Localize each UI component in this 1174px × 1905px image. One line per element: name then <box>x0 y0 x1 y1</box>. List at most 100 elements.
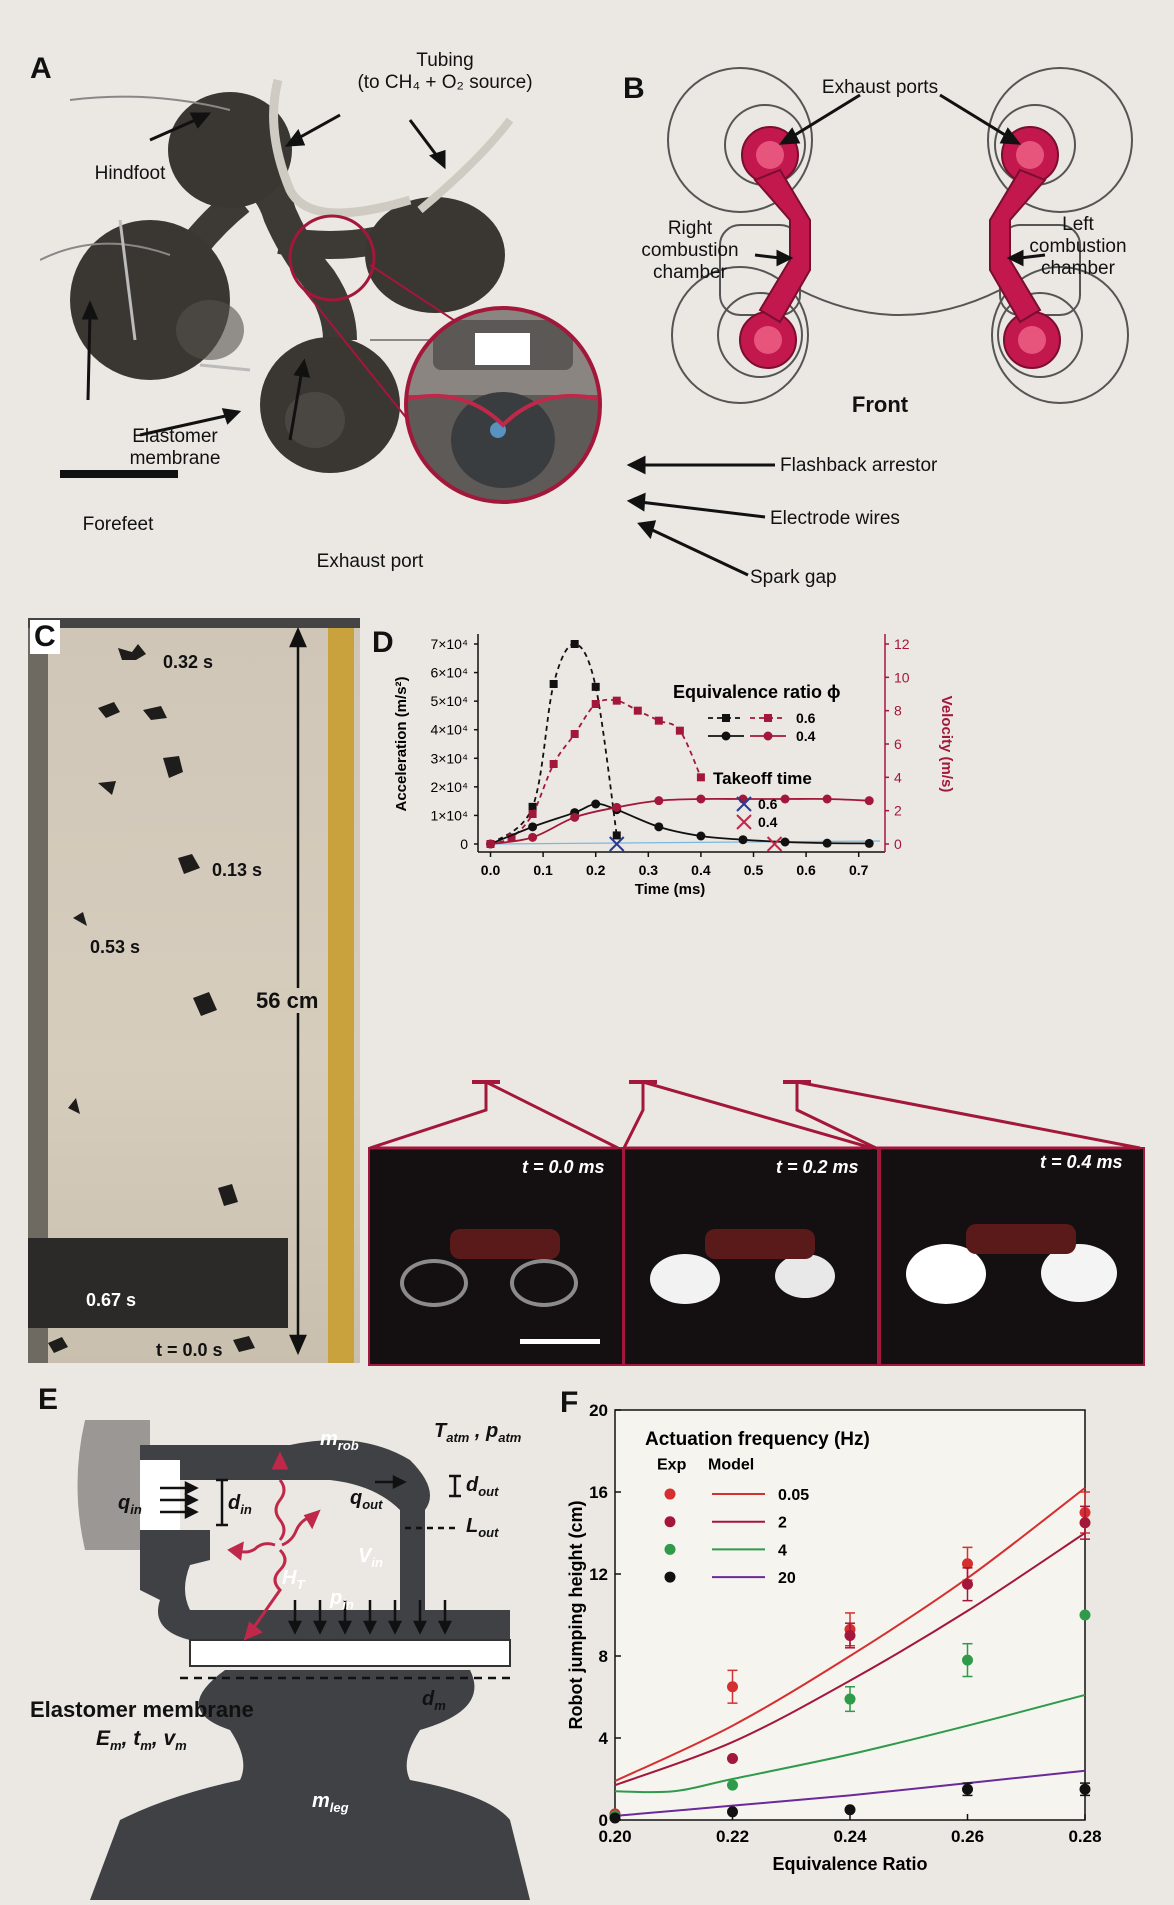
data-point-20 <box>962 1783 973 1795</box>
y-tick-label: 12 <box>589 1565 608 1584</box>
x-tick-label: 0.26 <box>951 1827 984 1846</box>
data-point <box>528 810 537 818</box>
data-point <box>654 796 664 806</box>
data-point-2 <box>727 1753 738 1764</box>
data-point <box>528 802 537 811</box>
legend-entry: 20 <box>778 1570 796 1587</box>
y2-tick-label: 2 <box>894 803 902 819</box>
y2-tick-label: 8 <box>894 703 902 719</box>
data-point <box>822 838 832 848</box>
data-point <box>612 831 621 840</box>
takeoff-legend-marker <box>736 796 752 812</box>
model-line-20 <box>614 1769 1086 1817</box>
d-out-label: dout <box>466 1474 499 1499</box>
frame-connectors <box>369 1080 1141 1150</box>
legend-entry: 0.6 <box>796 710 816 726</box>
panel-b-schematic <box>667 67 1133 404</box>
panel-d-letter: D <box>372 626 394 659</box>
legend-marker <box>721 731 731 741</box>
x-tick-label: 0.6 <box>796 862 816 878</box>
legend-entry: 0.4 <box>796 728 816 744</box>
data-point-4 <box>1079 1609 1091 1621</box>
y2-tick-label: 6 <box>894 736 902 752</box>
panel-e-letter: E <box>38 1383 59 1416</box>
frame-2 <box>879 1147 1145 1366</box>
model-line-2 <box>614 1532 1086 1787</box>
label-exhaust-port: Exhaust port <box>316 551 424 572</box>
data-point <box>528 822 538 832</box>
label-right-chamber: Right combustion chamber <box>641 218 739 283</box>
panel-a-letter: A <box>30 52 52 85</box>
label-flashback-arrestor: Flashback arrestor <box>780 455 938 476</box>
series-line-acceleration-0.6 <box>489 643 618 845</box>
chart-d: 0 1×10⁴ 2×10⁴ 3×10⁴ 4×10⁴ 5×10⁴ 6×10⁴ 7×10⁴ 0 2 4 6… <box>393 634 955 898</box>
x-tick-label: 0.24 <box>833 1827 867 1846</box>
y-tick-label: 5×10⁴ <box>430 693 468 709</box>
data-point <box>486 839 496 849</box>
m-rob-label: mrob <box>320 1428 359 1453</box>
data-point-20 <box>844 1804 856 1816</box>
y-tick-label: 2×10⁴ <box>430 779 468 795</box>
data-point <box>570 640 579 648</box>
y2-tick-label: 4 <box>894 769 902 785</box>
frame-1 <box>623 1147 879 1366</box>
chart-f: 0 4 8 12 16 20 0.20 0.22 0.24 0.26 0.28 Equivalence… <box>566 1401 1102 1874</box>
frame-0-label: t = 0.0 ms <box>522 1157 605 1177</box>
data-point <box>549 760 558 768</box>
m-leg-label: mleg <box>312 1790 349 1815</box>
legend-marker <box>664 1571 676 1583</box>
y-axis-label: Robot jumping height (cm) <box>566 1501 586 1730</box>
takeoff-legend-entry: 0.6 <box>758 796 778 812</box>
legend-title: Equivalence ratio ϕ <box>673 682 841 702</box>
x-axis-label: Time (ms) <box>635 881 706 898</box>
data-point <box>591 682 600 691</box>
data-point <box>654 716 663 725</box>
label-elastomer-membrane: Elastomer membrane <box>129 426 221 469</box>
y-tick-label: 0 <box>599 1811 608 1830</box>
label-tubing: Tubing (to CH₄ + O₂ source) <box>357 50 533 93</box>
y-tick-label: 16 <box>589 1483 608 1502</box>
data-point <box>696 773 705 782</box>
d-in-label: din <box>228 1492 252 1517</box>
panel-c-letter: C <box>30 620 60 654</box>
y-tick-label: 0 <box>460 836 468 852</box>
data-point <box>591 799 601 809</box>
v-in-label: Vin <box>358 1545 383 1570</box>
p-in-label: pin <box>330 1587 354 1612</box>
legend-marker <box>664 1488 676 1500</box>
data-point <box>864 838 874 848</box>
takeoff-legend-entry: 0.4 <box>758 814 778 830</box>
label-hindfoot: Hindfoot <box>94 163 166 184</box>
q-in-label: qin <box>118 1492 142 1517</box>
data-point-0.05 <box>962 1558 973 1570</box>
legend-entry: 2 <box>778 1515 787 1532</box>
x-tick-label: 0.22 <box>716 1827 749 1846</box>
time-label-0-0: t = 0.0 s <box>156 1340 223 1360</box>
x-tick-label: 0.5 <box>744 862 764 878</box>
x-axis-label: Equivalence Ratio <box>772 1854 927 1874</box>
panel-b-letter: B <box>623 72 645 105</box>
y-tick-label: 7×10⁴ <box>430 636 468 652</box>
membrane-props-label: Em, tm, vm <box>96 1727 187 1754</box>
model-line-4 <box>614 1693 1086 1794</box>
data-point-2 <box>844 1630 856 1641</box>
y-tick-label: 4×10⁴ <box>430 722 468 738</box>
baseline-line <box>490 840 881 845</box>
data-point <box>612 802 622 812</box>
legend-header-exp: Exp <box>657 1456 687 1473</box>
takeoff-legend-marker <box>736 814 752 830</box>
data-point <box>507 833 516 842</box>
label-spark-gap: Spark gap <box>750 567 837 588</box>
data-point <box>780 837 790 847</box>
data-point <box>633 706 642 715</box>
data-point-2 <box>1079 1517 1091 1529</box>
data-point <box>570 812 580 822</box>
time-label-0-67: 0.67 s <box>86 1290 137 1310</box>
frame-0 <box>368 1147 624 1366</box>
takeoff-marker <box>766 836 783 852</box>
x-tick-label: 0.2 <box>586 862 606 878</box>
x-tick-label: 0.4 <box>691 862 711 878</box>
legend-entry: 4 <box>778 1542 787 1559</box>
inset-arrows <box>626 455 775 577</box>
data-point-20 <box>727 1806 738 1818</box>
